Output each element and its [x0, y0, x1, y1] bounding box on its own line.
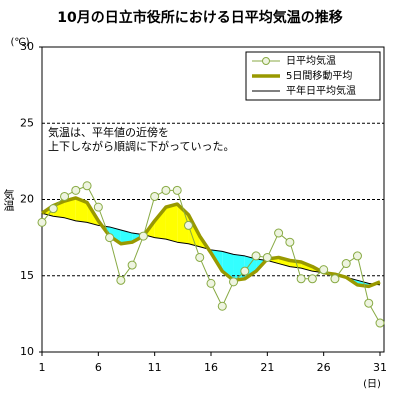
data-point	[352, 251, 362, 261]
legend-label: 日平均気温	[286, 54, 336, 67]
x-unit: (日)	[363, 379, 381, 390]
y-unit: (℃)	[10, 37, 29, 48]
difference-fill	[120, 230, 133, 244]
data-point	[319, 265, 329, 275]
y-tick-label: 10	[20, 345, 34, 358]
data-point	[161, 185, 171, 195]
data-point	[71, 185, 81, 195]
difference-fill	[154, 207, 166, 240]
data-point	[116, 275, 126, 285]
y-label: 気温	[2, 188, 15, 211]
data-point	[307, 274, 317, 284]
data-point	[172, 185, 182, 195]
x-tick-label: 31	[373, 361, 387, 374]
data-point	[229, 277, 239, 287]
data-point	[217, 301, 227, 311]
y-tick-label: 30	[20, 40, 34, 53]
x-tick-label: 21	[260, 361, 274, 374]
legend-marker	[262, 57, 270, 65]
data-point	[240, 266, 250, 276]
data-point	[195, 252, 205, 262]
data-point	[183, 220, 193, 230]
annotation: 上下しながら順調に下がっていった。	[48, 139, 234, 153]
data-point	[150, 191, 160, 201]
data-point	[364, 298, 374, 308]
x-tick-label: 6	[95, 361, 102, 374]
x-tick-label: 11	[148, 361, 162, 374]
difference-fill	[64, 197, 76, 221]
data-point	[274, 228, 284, 238]
data-point	[105, 233, 115, 243]
annotation: 気温は、平年値の近傍を	[48, 125, 169, 139]
data-point	[82, 181, 92, 191]
x-tick-label: 1	[39, 361, 46, 374]
data-point	[341, 259, 351, 269]
data-point	[285, 237, 295, 247]
data-point	[330, 274, 340, 284]
difference-fill	[75, 197, 88, 223]
y-tick-label: 20	[20, 193, 34, 206]
data-point	[375, 318, 385, 328]
data-point	[60, 191, 70, 201]
x-tick-label: 26	[317, 361, 331, 374]
data-point	[127, 260, 137, 270]
legend-label: 5日間移動平均	[286, 69, 352, 82]
difference-fill	[109, 226, 121, 244]
y-tick-label: 25	[20, 116, 34, 129]
data-point	[48, 204, 58, 214]
data-point	[138, 231, 148, 241]
plot-frame	[41, 46, 385, 353]
data-point	[37, 217, 47, 227]
data-point	[251, 251, 261, 261]
chart-title: 10月の日立市役所における日平均気温の推移	[57, 9, 342, 26]
y-tick-label: 15	[20, 269, 34, 282]
series-line	[41, 196, 381, 289]
data-point	[262, 252, 272, 262]
x-tick-label: 16	[204, 361, 218, 374]
data-point	[296, 274, 306, 284]
legend-label: 平年日平均気温	[286, 84, 356, 97]
data-point	[206, 278, 216, 288]
data-point	[93, 202, 103, 212]
difference-fill	[165, 204, 178, 243]
